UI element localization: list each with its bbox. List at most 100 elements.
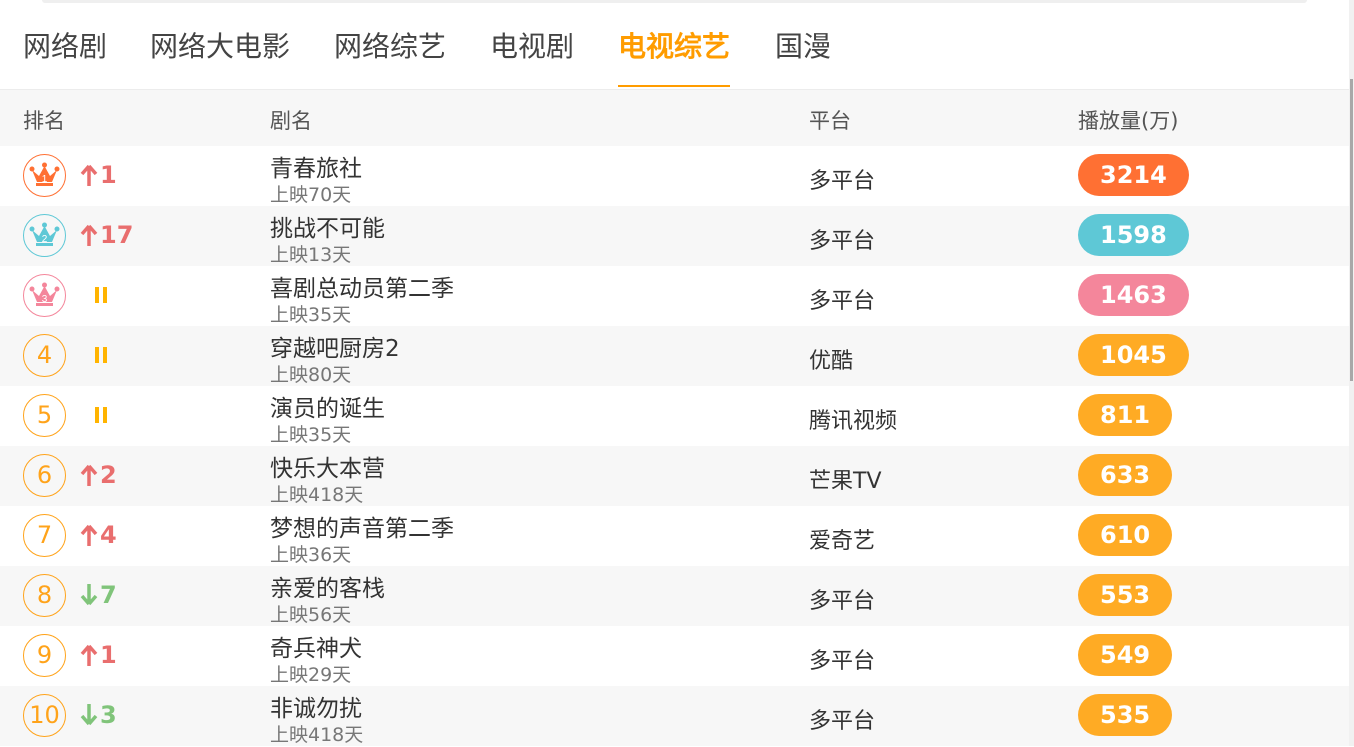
rank-number: 6: [23, 454, 66, 497]
rank-change-value: 2: [100, 461, 117, 489]
arrow-down-icon: [80, 704, 98, 726]
days-on-air: 上映36天: [270, 544, 352, 566]
column-platform: 平台: [809, 109, 851, 133]
rank-change-up: 1: [80, 640, 117, 670]
rank-change-down: 3: [80, 700, 117, 730]
arrow-up-icon: [80, 464, 98, 486]
ranking-list: 1 1 青春旅社 上映70天 多平台 3214 2 17 挑战不可能 上映13天 多平台…: [0, 146, 1349, 746]
rank-change-up: 2: [80, 460, 117, 490]
rank-unchanged: [94, 340, 110, 370]
rank-unchanged: [94, 280, 110, 310]
days-on-air: 上映418天: [270, 724, 364, 746]
platform: 芒果TV: [809, 469, 882, 494]
table-row[interactable]: 5 演员的诞生 上映35天 腾讯视频 811: [0, 386, 1349, 446]
show-title[interactable]: 快乐大本营: [270, 456, 385, 482]
table-row[interactable]: 9 1 奇兵神犬 上映29天 多平台 549: [0, 626, 1349, 686]
show-title[interactable]: 奇兵神犬: [270, 636, 362, 662]
arrow-up-icon: [80, 524, 98, 546]
show-title[interactable]: 演员的诞生: [270, 396, 385, 422]
crown-rank-icon: 3: [23, 274, 66, 317]
search-bar-edge: [42, 0, 1307, 3]
unchanged-icon: [95, 347, 107, 363]
play-count-badge: 633: [1078, 454, 1173, 496]
tab-web-variety[interactable]: 网络综艺: [334, 30, 447, 63]
days-on-air: 上映80天: [270, 364, 352, 386]
svg-text:1: 1: [42, 174, 48, 185]
show-title[interactable]: 挑战不可能: [270, 216, 385, 242]
unchanged-icon: [95, 287, 107, 303]
table-row[interactable]: 1 1 青春旅社 上映70天 多平台 3214: [0, 146, 1349, 206]
rank-number: 9: [23, 634, 66, 677]
rank-change-value: 1: [100, 641, 117, 669]
unchanged-icon: [95, 407, 107, 423]
table-row[interactable]: 10 3 非诚勿扰 上映418天 多平台 535: [0, 686, 1349, 746]
days-on-air: 上映13天: [270, 244, 352, 266]
play-count-badge: 1463: [1078, 274, 1189, 316]
play-count-badge: 610: [1078, 514, 1173, 556]
rank-number: 8: [23, 574, 66, 617]
show-title[interactable]: 青春旅社: [270, 156, 362, 182]
table-row[interactable]: 2 17 挑战不可能 上映13天 多平台 1598: [0, 206, 1349, 266]
platform: 多平台: [809, 709, 876, 734]
days-on-air: 上映35天: [270, 424, 352, 446]
arrow-up-icon: [80, 644, 98, 666]
platform: 多平台: [809, 289, 876, 314]
play-count-badge: 535: [1078, 694, 1173, 736]
days-on-air: 上映418天: [270, 484, 364, 506]
rank-change-value: 3: [100, 701, 117, 729]
rank-change-up: 4: [80, 520, 117, 550]
platform: 多平台: [809, 589, 876, 614]
table-row[interactable]: 7 4 梦想的声音第二季 上映36天 爱奇艺 610: [0, 506, 1349, 566]
days-on-air: 上映29天: [270, 664, 352, 686]
platform: 多平台: [809, 229, 876, 254]
svg-text:3: 3: [42, 294, 48, 305]
show-title[interactable]: 非诚勿扰: [270, 696, 362, 722]
play-count-badge: 3214: [1078, 154, 1189, 196]
play-count-badge: 553: [1078, 574, 1173, 616]
rank-number: 4: [23, 334, 66, 377]
tab-tv-variety[interactable]: 电视综艺: [618, 28, 731, 87]
scrollbar-thumb[interactable]: [1350, 79, 1353, 381]
arrow-down-icon: [80, 584, 98, 606]
tab-web-drama[interactable]: 网络剧: [23, 30, 108, 63]
play-count-badge: 1598: [1078, 214, 1189, 256]
days-on-air: 上映56天: [270, 604, 352, 626]
platform: 多平台: [809, 649, 876, 674]
column-rank: 排名: [23, 109, 65, 133]
table-row[interactable]: 8 7 亲爱的客栈 上映56天 多平台 553: [0, 566, 1349, 626]
rank-number: 10: [23, 694, 66, 737]
tab-anime[interactable]: 国漫: [775, 30, 832, 63]
arrow-up-icon: [80, 224, 98, 246]
platform: 爱奇艺: [809, 529, 876, 554]
show-title[interactable]: 穿越吧厨房2: [270, 336, 400, 362]
rank-change-up: 1: [80, 160, 117, 190]
play-count-badge: 1045: [1078, 334, 1189, 376]
play-count-badge: 549: [1078, 634, 1173, 676]
table-row[interactable]: 6 2 快乐大本营 上映418天 芒果TV 633: [0, 446, 1349, 506]
column-plays: 播放量(万): [1078, 109, 1179, 133]
tab-tv-drama[interactable]: 电视剧: [490, 30, 575, 63]
days-on-air: 上映70天: [270, 184, 352, 206]
show-title[interactable]: 亲爱的客栈: [270, 576, 385, 602]
rank-change-up: 17: [80, 220, 133, 250]
show-title[interactable]: 喜剧总动员第二季: [270, 276, 454, 302]
rank-change-value: 17: [100, 221, 134, 249]
days-on-air: 上映35天: [270, 304, 352, 326]
scrollbar[interactable]: [1349, 0, 1354, 746]
column-title: 剧名: [270, 109, 312, 133]
rank-unchanged: [94, 400, 110, 430]
table-row[interactable]: 3 喜剧总动员第二季 上映35天 多平台 1463: [0, 266, 1349, 326]
show-title[interactable]: 梦想的声音第二季: [270, 516, 454, 542]
rank-number: 7: [23, 514, 66, 557]
tab-web-movie[interactable]: 网络大电影: [150, 30, 291, 63]
rank-change-value: 4: [100, 521, 117, 549]
rank-change-value: 1: [100, 161, 117, 189]
table-header: 排名 剧名 平台 播放量(万): [0, 90, 1349, 146]
crown-rank-icon: 1: [23, 154, 66, 197]
table-row[interactable]: 4 穿越吧厨房2 上映80天 优酷 1045: [0, 326, 1349, 386]
arrow-up-icon: [80, 164, 98, 186]
rank-change-down: 7: [80, 580, 117, 610]
platform: 优酷: [809, 349, 854, 374]
platform: 腾讯视频: [809, 409, 898, 434]
crown-rank-icon: 2: [23, 214, 66, 257]
